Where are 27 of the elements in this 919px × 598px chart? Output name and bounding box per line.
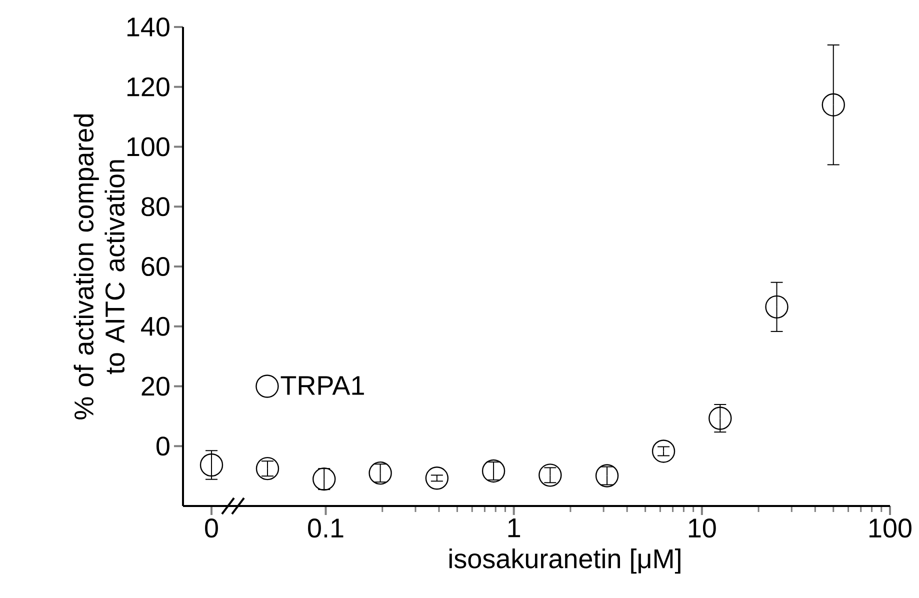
y-tick-label: 140 [127, 17, 170, 37]
x-axis-title: isosakuranetin [μM] [449, 548, 680, 574]
point [312, 467, 336, 491]
point [425, 466, 449, 490]
point [482, 459, 506, 483]
point [765, 295, 788, 319]
x-tick-label: 100 [870, 518, 912, 538]
x-tick-label: 0 [205, 518, 218, 538]
point [652, 440, 676, 463]
point [595, 464, 619, 488]
y-tick-label: 80 [142, 197, 170, 216]
y-tick-label: 20 [142, 376, 170, 396]
x-tick-label: 0.1 [308, 518, 344, 538]
y-tick-label: 0 [156, 436, 170, 456]
legend-label: TRPA1 [280, 376, 364, 395]
y-tick-label: 40 [141, 316, 170, 336]
point [368, 461, 392, 485]
y-tick-label: 60 [142, 256, 170, 276]
point [708, 406, 732, 430]
x-tick-label: 1 [508, 518, 520, 538]
point [256, 456, 280, 480]
y-tick-label: 100 [127, 137, 170, 156]
y-axis-title: % of activation compared to AITC activation [74, 114, 125, 420]
point [538, 464, 562, 487]
x-tick-label: 10 [688, 518, 716, 538]
y-tick-label: 120 [127, 77, 170, 96]
point [822, 93, 845, 116]
